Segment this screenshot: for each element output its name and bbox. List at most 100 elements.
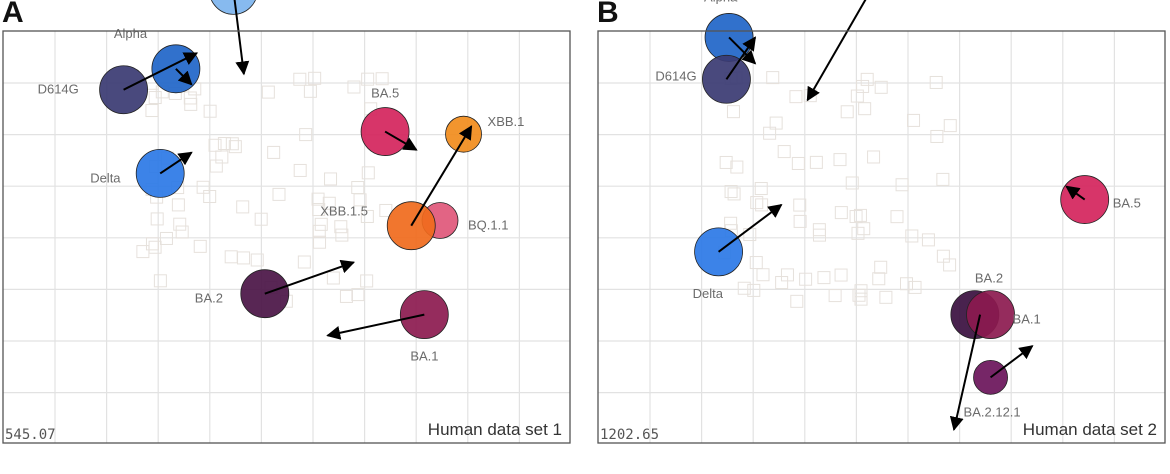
serum-square — [719, 155, 733, 169]
serum-square — [850, 89, 864, 103]
serum-square — [872, 272, 886, 286]
serum-square — [750, 196, 764, 210]
serum-square — [379, 203, 393, 217]
serum-square — [326, 271, 340, 285]
antigen-labels: BetaAlphaD614GDeltaBA.5BA.2BA.1BA.2.12.1 — [655, 0, 1140, 419]
serum-square — [375, 72, 389, 86]
serum-square — [737, 281, 751, 295]
displacement-arrow — [233, 0, 250, 76]
serum-square — [747, 283, 761, 297]
serum-square — [351, 181, 365, 195]
serum-square — [812, 228, 826, 242]
serum-square — [313, 235, 327, 249]
serum-square — [907, 113, 921, 127]
serum-square — [136, 245, 150, 259]
antigen-label: BA.1 — [1013, 312, 1041, 327]
serum-square — [809, 155, 823, 169]
serum-square — [293, 163, 307, 177]
serum-square — [312, 224, 326, 238]
displacement-arrow — [326, 313, 425, 340]
serum-square — [828, 289, 842, 303]
serum-square — [791, 156, 805, 170]
antigen-beta — [211, 0, 256, 15]
serum-square — [360, 209, 374, 223]
serum-square — [311, 192, 325, 206]
panel-border — [597, 30, 1166, 444]
serum-square — [228, 140, 242, 154]
serum-square — [225, 137, 239, 151]
serum-square — [203, 190, 217, 204]
antigen-points — [694, 13, 1110, 395]
serum-square — [812, 223, 826, 237]
serum-square — [905, 229, 919, 243]
serum-square — [726, 105, 740, 119]
antigen-label: Delta — [90, 170, 121, 185]
serum-square — [851, 226, 865, 240]
displacement-arrow — [725, 36, 757, 80]
serum-square — [351, 288, 365, 302]
serum-square — [303, 84, 317, 98]
displacement-arrow — [728, 36, 757, 65]
stress-value: 545.07 — [5, 427, 56, 443]
serum-square — [777, 145, 791, 159]
serum-square — [766, 71, 780, 85]
serum-square — [860, 72, 874, 86]
antigen-labels: BetaAlphaD614GDeltaBA.5XBB.1BQ.1.1XBB.1.… — [38, 26, 525, 364]
antigen-label: XBB.1.5 — [320, 204, 368, 219]
dataset-label: Human data set 2 — [1023, 420, 1157, 439]
grid — [3, 31, 570, 443]
serum-square — [224, 250, 238, 264]
displacement-arrow — [410, 125, 473, 227]
antigen-label: BA.2 — [975, 271, 1003, 286]
stress-value: 1202.65 — [600, 427, 659, 443]
panel-b-letter: B — [597, 0, 619, 29]
serum-square — [817, 271, 831, 285]
serum-square — [184, 97, 198, 111]
serum-square — [890, 210, 904, 224]
serum-square — [943, 119, 957, 133]
serum-square — [755, 198, 769, 212]
serum-square — [769, 116, 783, 130]
serum-square — [854, 292, 868, 306]
serum-square — [299, 128, 313, 142]
serum-square — [856, 79, 870, 93]
serum-square — [237, 251, 251, 265]
arrows — [717, 0, 1086, 432]
serum-square — [360, 274, 374, 288]
displacement-arrow — [1065, 185, 1086, 201]
serum-square — [254, 212, 268, 226]
serum-square — [203, 104, 217, 118]
displacement-arrow — [384, 130, 418, 151]
serum-square — [724, 185, 738, 199]
serum-square — [775, 276, 789, 290]
serum-square — [293, 72, 307, 86]
serum-square — [749, 256, 763, 270]
serum-square — [756, 268, 770, 282]
arrows — [123, 0, 473, 340]
displacement-arrow — [159, 151, 193, 175]
serum-square — [895, 178, 909, 192]
serum-square — [833, 153, 847, 167]
serum-square — [361, 166, 375, 180]
serum-square — [272, 187, 286, 201]
serum-square — [899, 277, 913, 291]
serum-square — [921, 233, 935, 247]
displacement-arrow — [264, 259, 356, 295]
antigen-label: BA.2.12.1 — [964, 404, 1021, 419]
serum-square — [314, 217, 328, 231]
displacement-arrow — [123, 52, 199, 91]
serum-square — [217, 137, 231, 151]
serum-square — [730, 160, 744, 174]
serum-square — [335, 228, 349, 242]
antigen-label: Alpha — [114, 26, 148, 41]
serum-square — [845, 176, 859, 190]
serum-square — [743, 228, 757, 242]
serum-square — [854, 284, 868, 298]
serum-square — [858, 102, 872, 116]
displacement-arrow — [717, 203, 783, 253]
serum-square — [250, 253, 264, 267]
panel-a: BetaAlphaD614GDeltaBA.5XBB.1BQ.1.1XBB.1.… — [2, 0, 571, 444]
antigen-label: D614G — [655, 68, 696, 83]
serum-square — [834, 206, 848, 220]
